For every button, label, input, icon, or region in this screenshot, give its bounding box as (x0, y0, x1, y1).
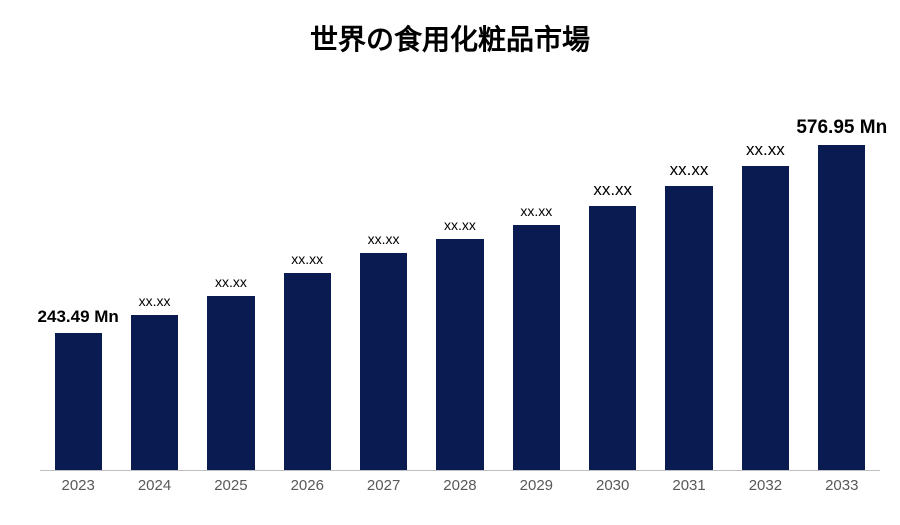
bar-value-label: 243.49 Mn (38, 307, 119, 327)
x-tick: 2033 (804, 471, 880, 497)
bar (589, 206, 636, 470)
bar-slot: xx.xx (575, 110, 651, 470)
x-tick: 2032 (727, 471, 803, 497)
bar (742, 166, 789, 470)
bar (131, 315, 178, 470)
bar-value-label: xx.xx (444, 217, 476, 233)
bar-value-label: xx.xx (593, 180, 632, 200)
bar (284, 273, 331, 470)
bar-value-label: xx.xx (746, 140, 785, 160)
x-axis: 2023202420252026202720282029203020312032… (40, 471, 880, 497)
x-tick: 2025 (193, 471, 269, 497)
chart-area: 243.49 Mn xx.xx xx.xx xx.xx xx.xx xx.xx xx.xx x… (40, 110, 880, 497)
x-tick: 2029 (498, 471, 574, 497)
bar-slot: xx.xx (345, 110, 421, 470)
bar (360, 253, 407, 470)
bar-slot: 576.95 Mn (804, 110, 880, 470)
bar-value-label: xx.xx (139, 293, 171, 309)
bar-slot: xx.xx (422, 110, 498, 470)
bar-value-label: xx.xx (291, 251, 323, 267)
x-tick: 2024 (116, 471, 192, 497)
bar-slot: xx.xx (727, 110, 803, 470)
bar (818, 145, 865, 470)
bar (665, 186, 712, 470)
plot-area: 243.49 Mn xx.xx xx.xx xx.xx xx.xx xx.xx xx.xx x… (40, 110, 880, 471)
bar-slot: xx.xx (116, 110, 192, 470)
bar (513, 225, 560, 470)
x-tick: 2023 (40, 471, 116, 497)
x-tick: 2028 (422, 471, 498, 497)
chart-title: 世界の食用化粧品市場 (0, 0, 900, 58)
bar-slot: 243.49 Mn (40, 110, 116, 470)
x-tick: 2026 (269, 471, 345, 497)
bar-value-label: xx.xx (368, 231, 400, 247)
x-tick: 2027 (345, 471, 421, 497)
bar-slot: xx.xx (498, 110, 574, 470)
bar-slot: xx.xx (651, 110, 727, 470)
bar-value-label: xx.xx (520, 203, 552, 219)
x-tick: 2031 (651, 471, 727, 497)
bar-value-label: 576.95 Mn (796, 117, 887, 139)
bar-slot: xx.xx (269, 110, 345, 470)
bar-value-label: xx.xx (670, 160, 709, 180)
x-tick: 2030 (575, 471, 651, 497)
bar (55, 333, 102, 470)
bar (436, 239, 483, 470)
bar-value-label: xx.xx (215, 274, 247, 290)
bar (207, 296, 254, 470)
bar-slot: xx.xx (193, 110, 269, 470)
bars-container: 243.49 Mn xx.xx xx.xx xx.xx xx.xx xx.xx xx.xx x… (40, 110, 880, 470)
